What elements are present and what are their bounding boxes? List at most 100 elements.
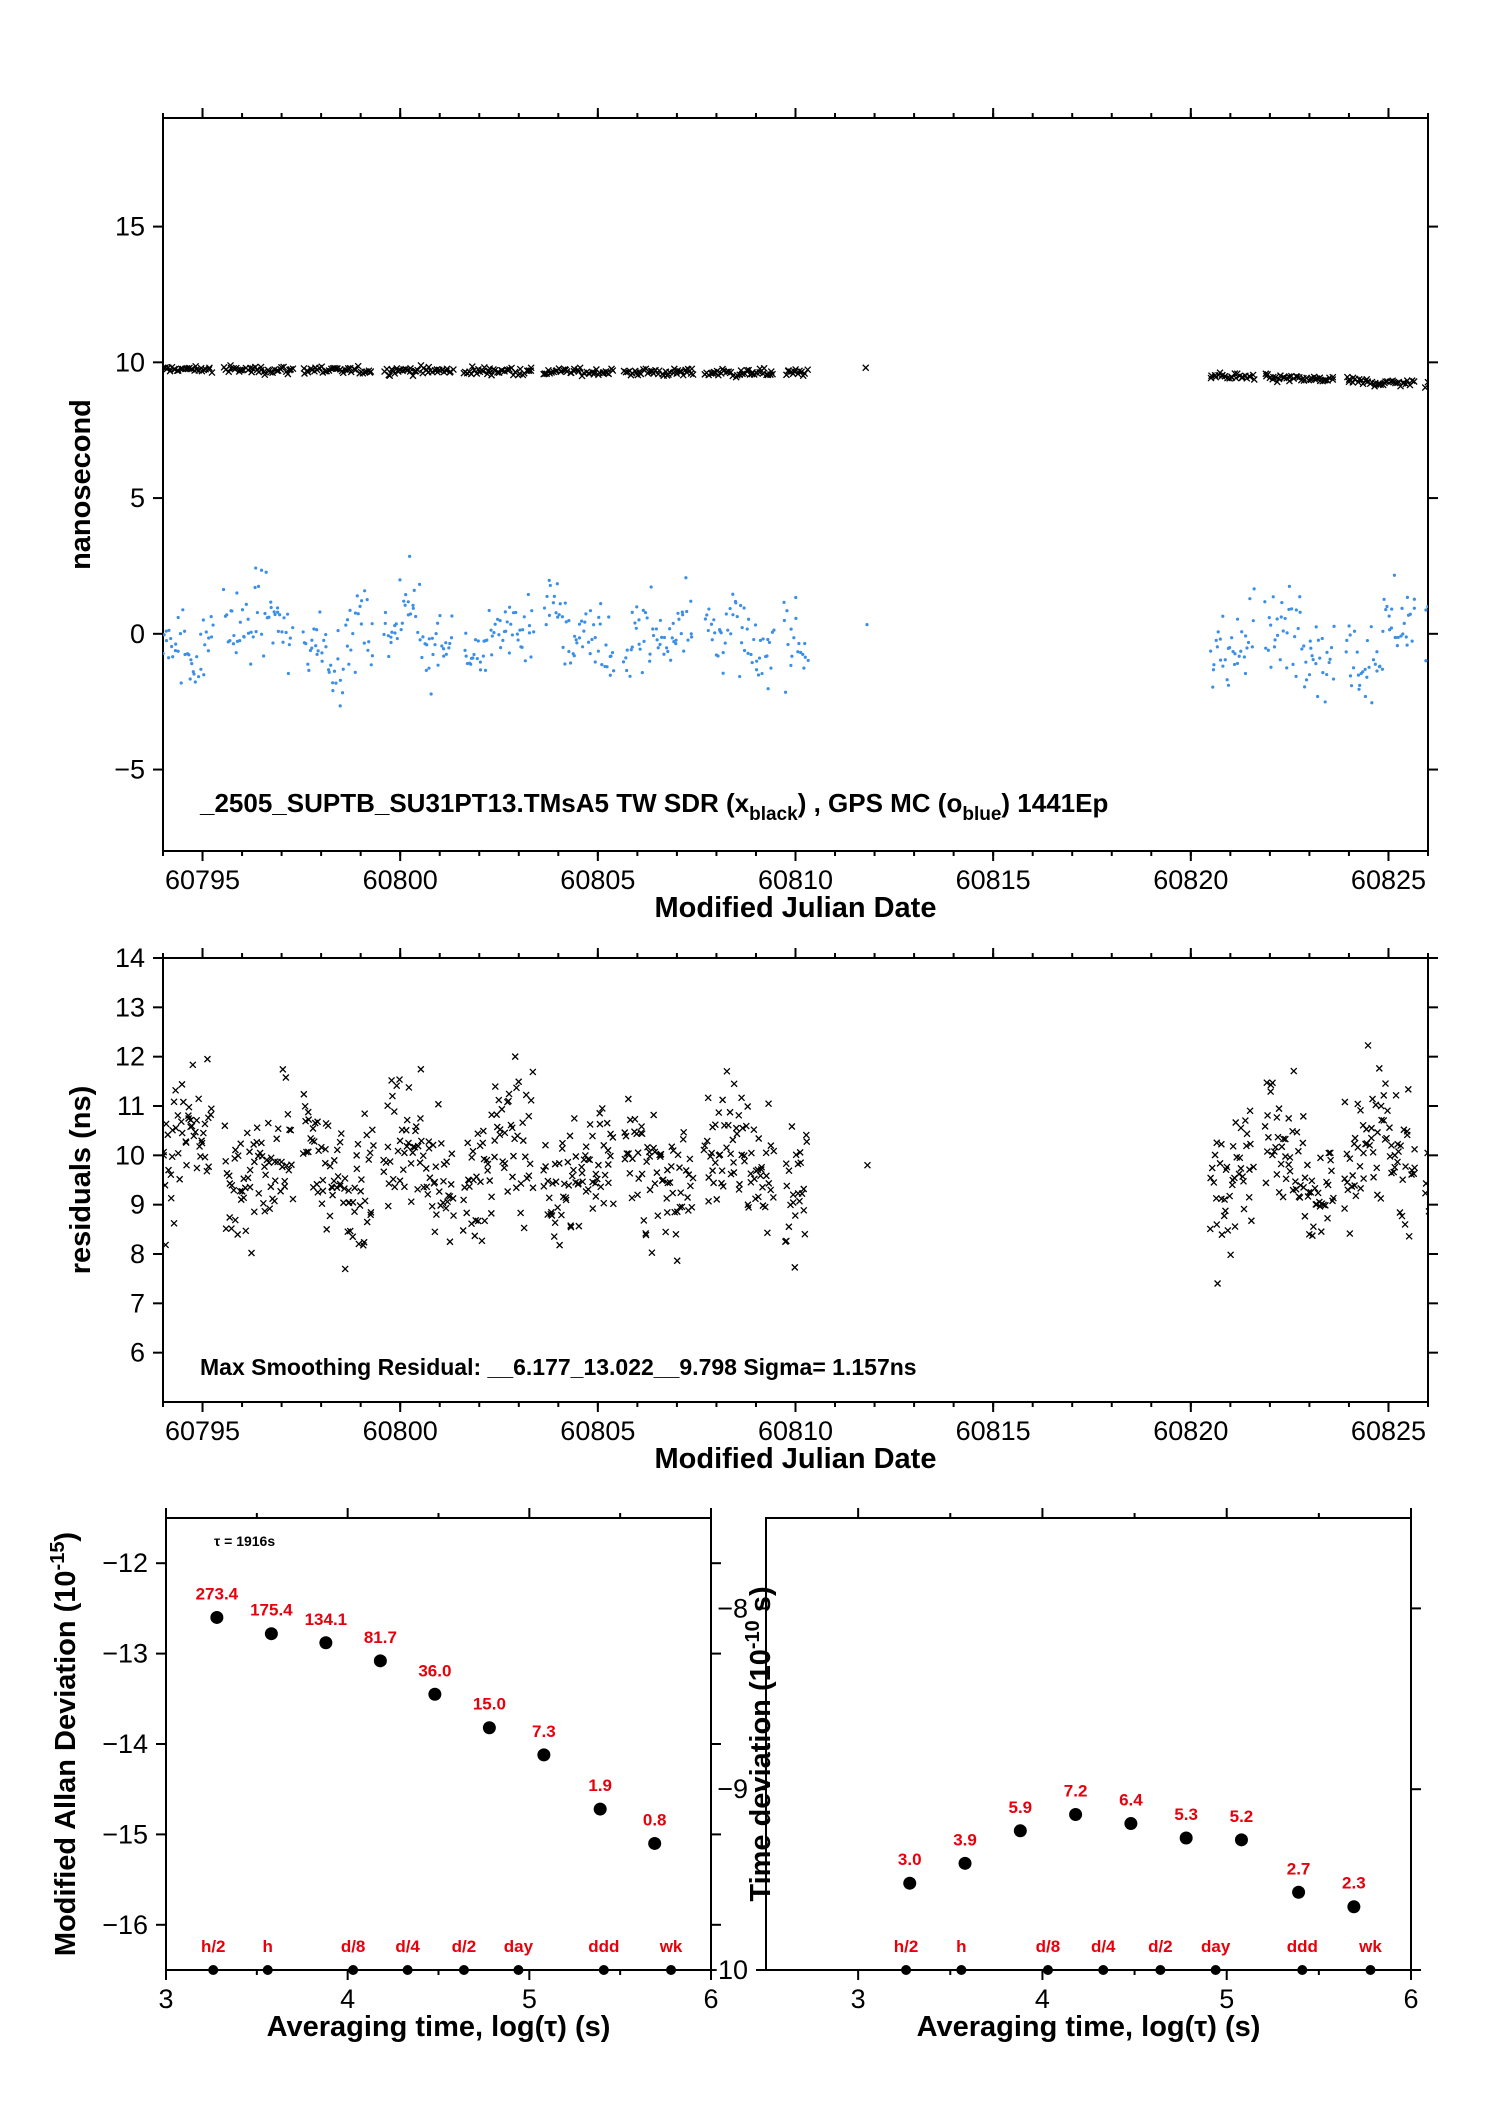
residual-point xyxy=(341,1175,349,1182)
residual-point xyxy=(740,1152,748,1160)
gps-mc-point xyxy=(658,618,663,623)
gps-mc-point xyxy=(356,612,360,616)
gps-mc-point xyxy=(1287,607,1291,612)
residual-point xyxy=(340,1185,348,1193)
gps-mc-point xyxy=(1240,630,1244,634)
gps-mc-point xyxy=(301,630,305,634)
residual-point xyxy=(657,1150,665,1158)
gps-mc-point xyxy=(353,611,358,615)
gps-mc-point xyxy=(599,602,603,606)
gps-mc-point xyxy=(1401,632,1405,636)
ref-mark-dot xyxy=(208,1965,219,1975)
x-tick-label: 60815 xyxy=(956,865,1031,895)
residual-point xyxy=(1386,1124,1393,1132)
gps-mc-point xyxy=(563,601,567,605)
gps-mc-point xyxy=(394,622,398,626)
gps-mc-point xyxy=(689,632,693,636)
gps-mc-point xyxy=(1370,701,1374,705)
gps-mc-point xyxy=(1412,606,1416,610)
residual-point xyxy=(564,1158,572,1166)
residual-point xyxy=(574,1180,582,1187)
point-value-label: 7.3 xyxy=(532,1722,556,1741)
gps-mc-point xyxy=(685,609,689,614)
gps-mc-point xyxy=(209,635,214,639)
gps-mc-point xyxy=(483,668,488,672)
gps-mc-point xyxy=(568,661,573,665)
residual-point xyxy=(733,1130,741,1138)
residual-point xyxy=(1261,1122,1269,1130)
residual-point xyxy=(256,1149,264,1157)
tw-sdr-point xyxy=(792,365,800,373)
gps-mc-point xyxy=(1243,671,1248,676)
x-tick-label: 60820 xyxy=(1153,865,1228,895)
gps-mc-point xyxy=(164,629,168,633)
residual-point xyxy=(789,1199,797,1206)
residual-point xyxy=(389,1175,397,1183)
tw-sdr-point xyxy=(284,370,292,378)
residual-point xyxy=(517,1180,525,1188)
gps-mc-point xyxy=(1290,607,1294,611)
residual-point xyxy=(326,1162,334,1170)
residual-point xyxy=(741,1157,748,1165)
gps-mc-point xyxy=(583,620,587,624)
gps-mc-point xyxy=(164,639,169,643)
residual-point xyxy=(253,1124,261,1132)
gps-mc-point xyxy=(315,652,319,656)
residual-point xyxy=(514,1132,522,1140)
residual-point xyxy=(606,1152,614,1160)
tw-sdr-point xyxy=(1280,374,1288,382)
residual-point xyxy=(491,1137,499,1145)
residual-point xyxy=(1206,1225,1214,1233)
gps-mc-point xyxy=(201,618,205,622)
residual-point xyxy=(604,1146,612,1154)
y-axis-label-end: s) xyxy=(745,1586,777,1620)
y-axis-label: Modified Allan Deviation (10-15) xyxy=(47,1532,82,1956)
residual-point xyxy=(769,1194,777,1201)
gps-mc-point xyxy=(221,587,226,592)
residual-point xyxy=(193,1164,201,1172)
gps-mc-point xyxy=(1272,645,1277,649)
residual-point xyxy=(671,1208,679,1216)
gps-mc-point xyxy=(1426,604,1428,609)
x-tick-label: 3 xyxy=(158,1984,173,2014)
residual-point xyxy=(755,1135,763,1142)
gps-mc-point xyxy=(1231,649,1235,654)
gps-mc-point xyxy=(1378,664,1382,668)
tw-sdr-point xyxy=(386,372,394,380)
residual-point xyxy=(656,1153,664,1161)
gps-mc-point xyxy=(170,644,174,649)
residual-point xyxy=(747,1170,755,1178)
residual-point xyxy=(515,1078,523,1086)
residual-point xyxy=(567,1222,575,1230)
residual-point xyxy=(267,1183,275,1191)
residual-point xyxy=(1279,1193,1287,1201)
gps-mc-point xyxy=(527,624,532,628)
gps-mc-point xyxy=(235,591,239,595)
residual-point xyxy=(527,1096,535,1104)
residual-point xyxy=(761,1203,769,1211)
y-tick-label: 15 xyxy=(115,212,145,242)
gps-mc-point xyxy=(705,613,709,617)
gps-mc-point xyxy=(1321,671,1325,675)
gps-mc-point xyxy=(757,656,762,660)
tau-label: τ = 1916s xyxy=(214,1533,275,1549)
gps-mc-point xyxy=(192,672,196,676)
residual-point xyxy=(416,1114,424,1122)
residual-point xyxy=(201,1120,209,1128)
residual-point xyxy=(1223,1163,1231,1171)
tw-sdr-point xyxy=(361,368,369,376)
gps-mc-point xyxy=(478,660,483,664)
gps-mc-point xyxy=(742,648,747,653)
residual-point xyxy=(337,1130,345,1137)
residual-point xyxy=(351,1184,359,1192)
gps-mc-point xyxy=(1237,654,1241,658)
gps-mc-point xyxy=(1395,643,1399,648)
tw-sdr-point xyxy=(1285,377,1293,385)
residual-point xyxy=(1208,1164,1216,1172)
ref-mark-dot xyxy=(666,1965,677,1975)
tw-sdr-point xyxy=(246,364,254,372)
gps-mc-point xyxy=(1304,660,1308,664)
residual-point xyxy=(1357,1106,1364,1114)
gps-mc-point xyxy=(424,668,428,673)
residual-point xyxy=(643,1158,651,1166)
